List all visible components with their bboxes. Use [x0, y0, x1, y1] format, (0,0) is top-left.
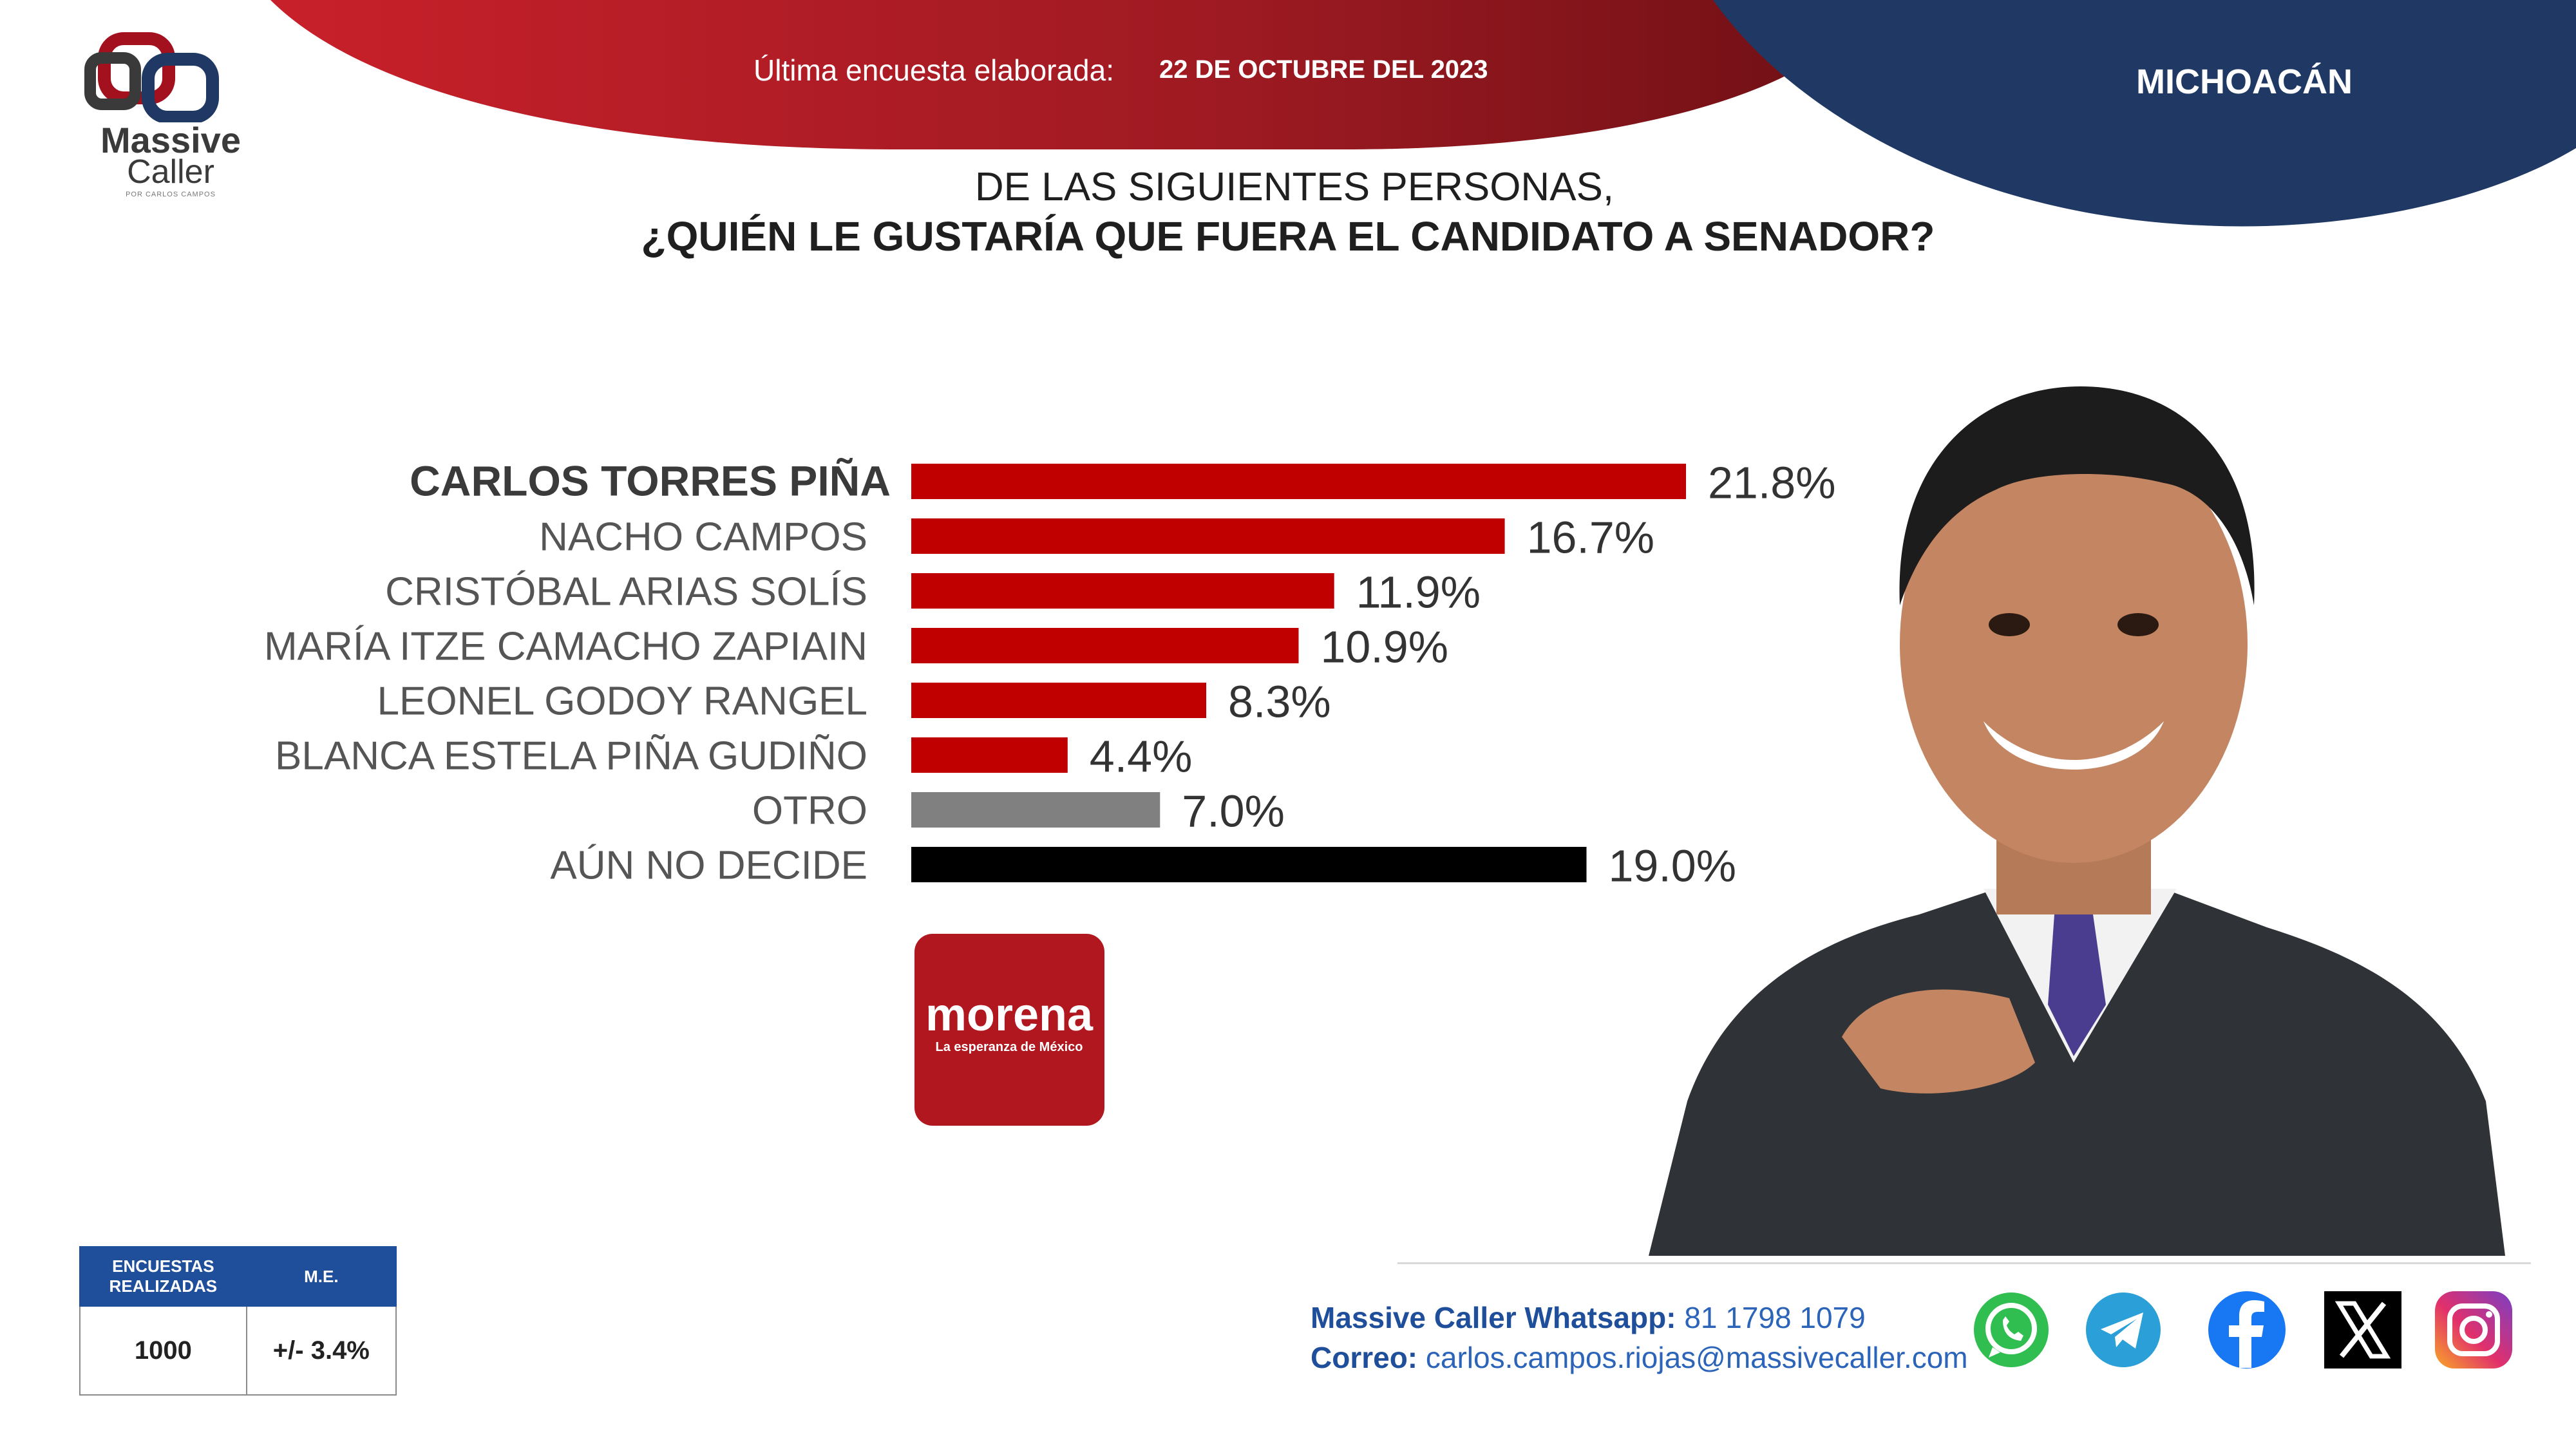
email-label: Correo:	[1311, 1341, 1418, 1374]
bar-1	[911, 518, 1505, 554]
stats-header-surveys: ENCUESTAS REALIZADAS	[79, 1246, 247, 1307]
value-label-6: 7.0%	[1182, 786, 1285, 837]
stats-me-value: +/- 3.4%	[245, 1305, 397, 1396]
survey-date-label: Última encuesta elaborada:	[753, 53, 1114, 87]
state-name: MICHOACÁN	[2136, 62, 2353, 101]
value-label-5: 4.4%	[1090, 732, 1193, 782]
category-label-1: NACHO CAMPOS	[539, 515, 867, 560]
bar-7	[911, 847, 1587, 882]
telegram-icon[interactable]	[2081, 1288, 2165, 1372]
header-navy-arc	[1713, 0, 2576, 227]
email-link[interactable]: carlos.campos.riojas@massivecaller.com	[1425, 1341, 1968, 1374]
question-line2: ¿QUIÉN LE GUSTARÍA QUE FUERA EL CANDIDAT…	[641, 213, 1935, 260]
facebook-icon[interactable]	[2205, 1288, 2289, 1372]
survey-stats-table: ENCUESTAS REALIZADAS M.E. 1000 +/- 3.4%	[79, 1246, 397, 1396]
whatsapp-label: Massive Caller Whatsapp:	[1311, 1301, 1676, 1334]
massive-caller-logo: Massive Caller POR CARLOS CAMPOS	[84, 32, 258, 198]
survey-date: 22 DE OCTUBRE DEL 2023	[1159, 55, 1488, 84]
value-label-7: 19.0%	[1608, 841, 1736, 891]
brand-tagline: POR CARLOS CAMPOS	[126, 191, 216, 198]
category-label-6: OTRO	[752, 789, 867, 833]
bar-2	[911, 573, 1334, 609]
morena-party-logo: morena La esperanza de México	[914, 934, 1104, 1126]
instagram-icon[interactable]	[2432, 1288, 2515, 1372]
bar-0	[911, 464, 1686, 499]
category-label-7: AÚN NO DECIDE	[550, 844, 867, 888]
category-label-4: LEONEL GODOY RANGEL	[377, 679, 867, 724]
value-label-4: 8.3%	[1228, 677, 1331, 727]
bar-3	[911, 628, 1299, 663]
stats-header-surveys-l1: ENCUESTAS	[112, 1256, 214, 1276]
brand-name-line1: Massive	[100, 120, 241, 160]
whatsapp-icon[interactable]	[1969, 1288, 2053, 1372]
morena-logo-tagline: La esperanza de México	[936, 1040, 1083, 1054]
whatsapp-number[interactable]: 81 1798 1079	[1684, 1301, 1866, 1334]
category-label-2: CRISTÓBAL ARIAS SOLÍS	[385, 570, 867, 614]
bar-4	[911, 683, 1207, 718]
contact-info: Massive Caller Whatsapp: 81 1798 1079 Co…	[1311, 1298, 1968, 1378]
logo-mark-icon	[84, 32, 219, 124]
morena-logo-text: morena	[925, 989, 1094, 1041]
value-label-0: 21.8%	[1708, 458, 1835, 508]
value-label-1: 16.7%	[1527, 513, 1654, 563]
question-line1: DE LAS SIGUIENTES PERSONAS,	[974, 165, 1615, 209]
footer-divider	[1397, 1262, 2531, 1264]
stats-header-surveys-l2: REALIZADAS	[109, 1276, 218, 1296]
value-label-2: 11.9%	[1356, 567, 1481, 618]
bar-5	[911, 737, 1068, 773]
stats-surveys-value: 1000	[79, 1305, 247, 1396]
x-twitter-icon[interactable]	[2321, 1288, 2405, 1372]
category-label-5: BLANCA ESTELA PIÑA GUDIÑO	[275, 734, 867, 779]
category-label-0: CARLOS TORRES PIÑA	[410, 457, 891, 505]
value-label-3: 10.9%	[1321, 622, 1448, 672]
category-label-3: MARÍA ITZE CAMACHO ZAPIAIN	[264, 625, 867, 669]
candidate-photo	[1649, 386, 2505, 1256]
bar-6	[911, 792, 1160, 828]
stats-header-me: M.E.	[245, 1246, 397, 1307]
header-red-arc	[270, 0, 1868, 149]
brand-name-line2: Caller	[127, 153, 214, 191]
